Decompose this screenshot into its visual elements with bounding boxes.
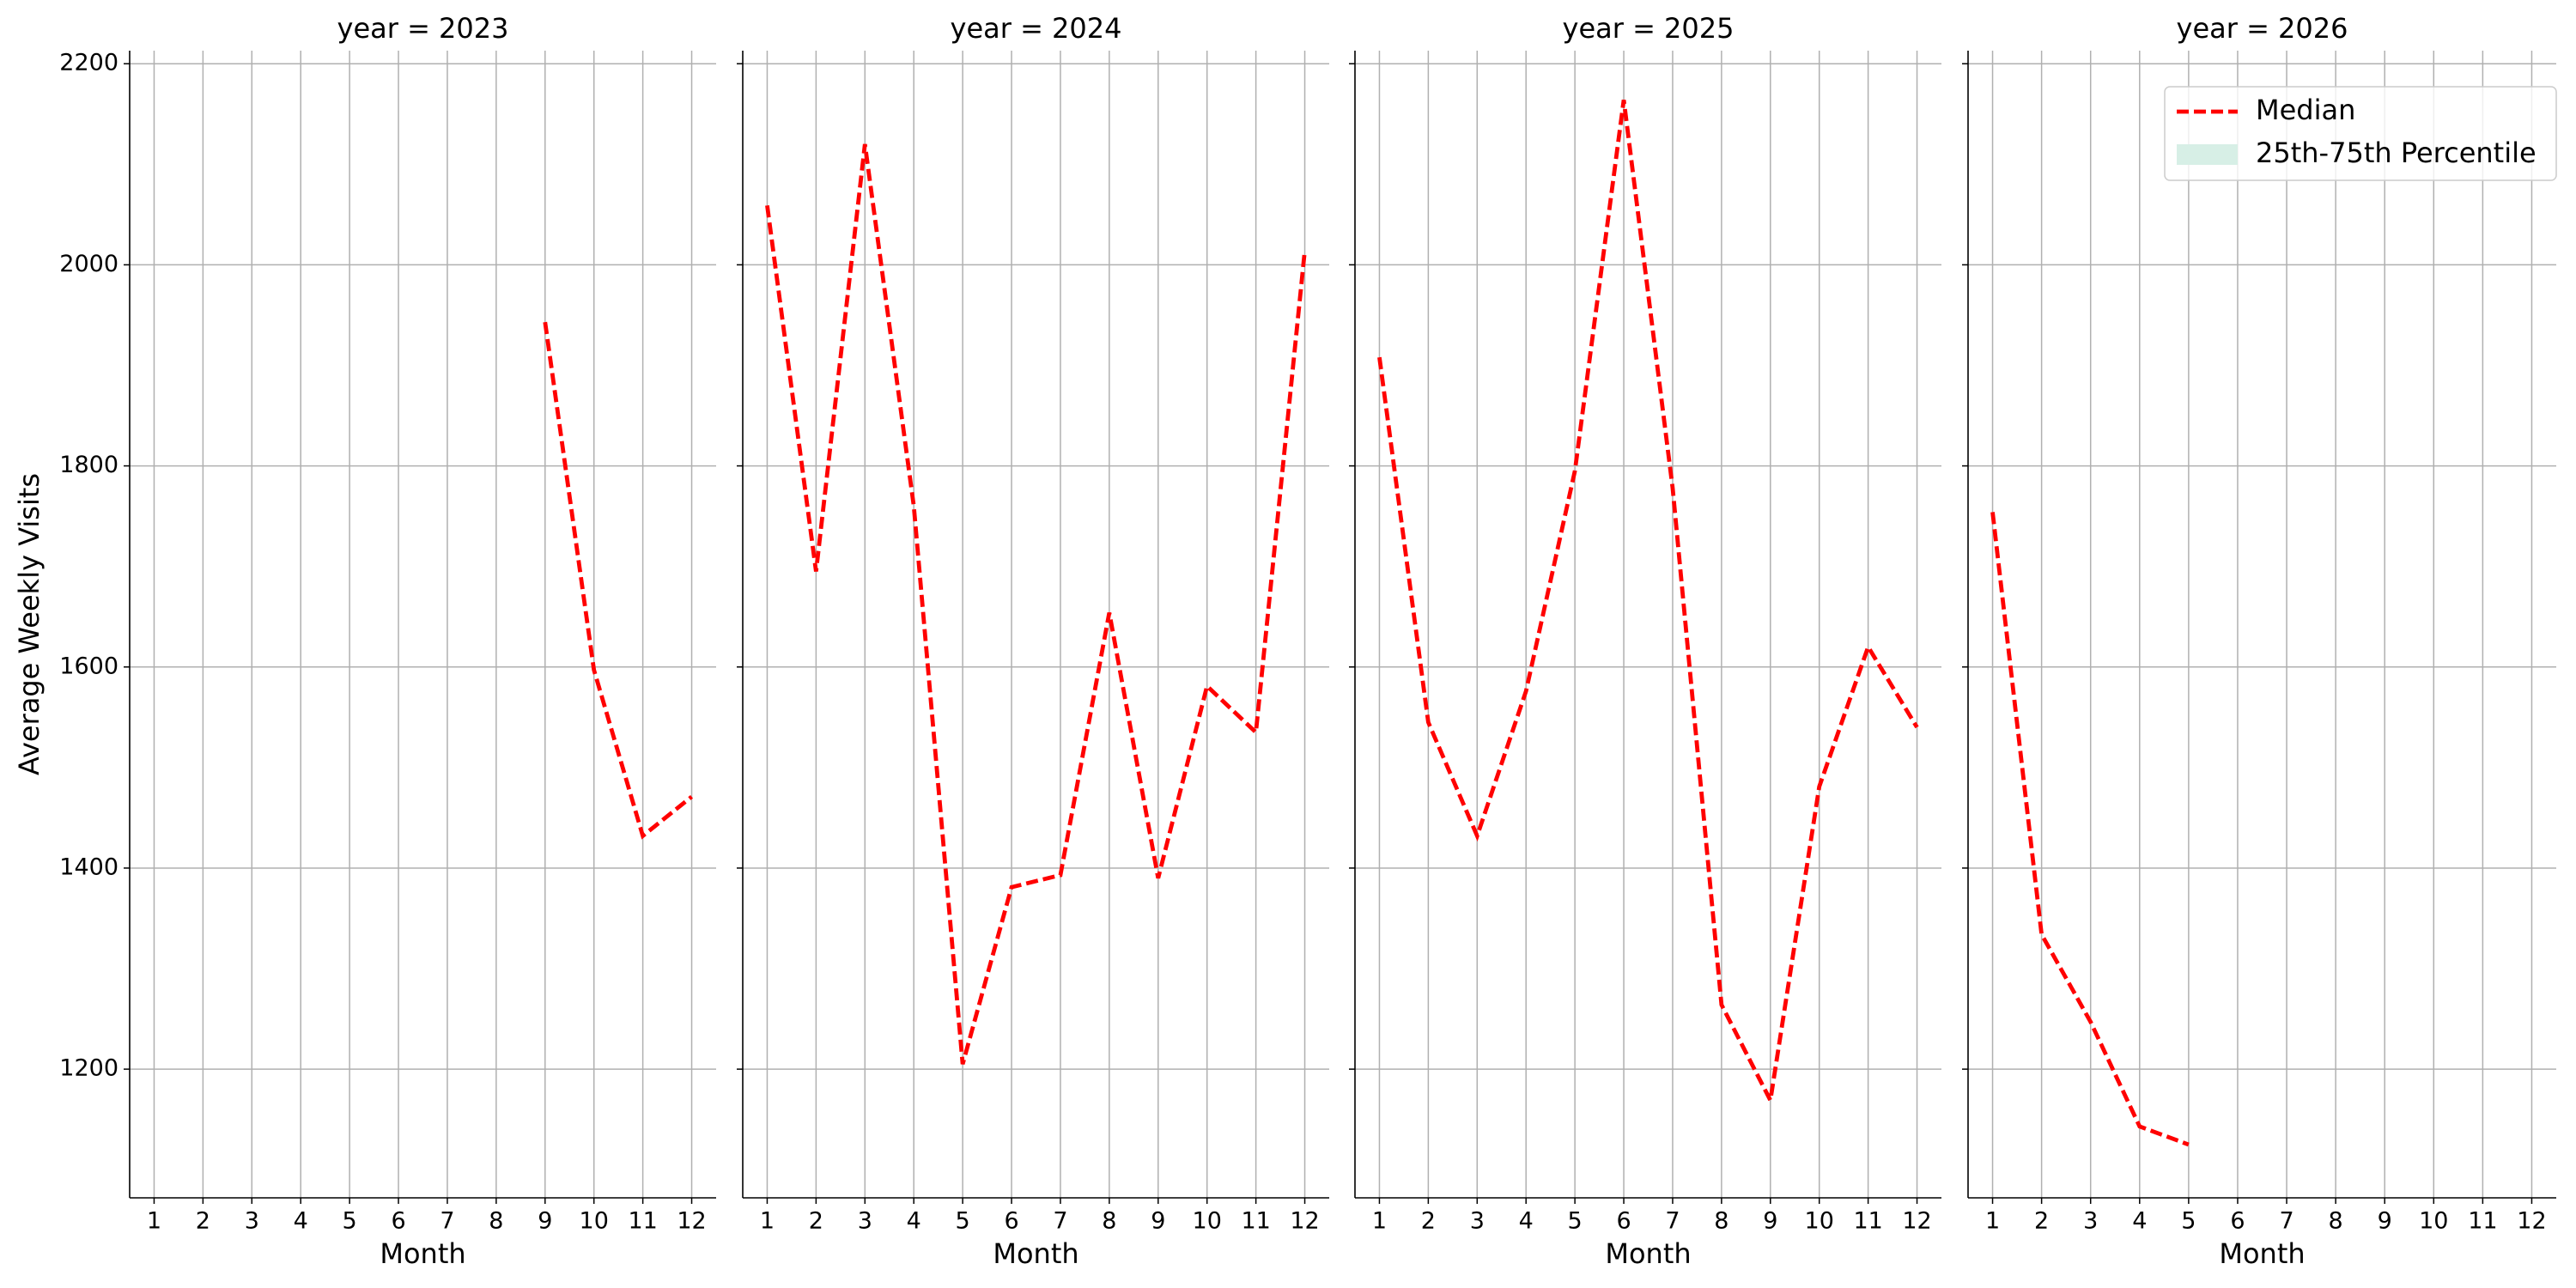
y-tick-label: 1400 [59, 854, 118, 880]
x-tick-label: 10 [2419, 1208, 2448, 1235]
panel-title: year = 2025 [1563, 12, 1735, 45]
x-tick-label: 4 [907, 1208, 921, 1235]
x-tick-label: 1 [1372, 1208, 1387, 1235]
x-tick-label: 5 [343, 1208, 357, 1235]
x-tick-label: 6 [391, 1208, 405, 1235]
x-tick-label: 4 [1519, 1208, 1534, 1235]
x-axis-label: Month [2219, 1237, 2305, 1270]
x-tick-label: 10 [1805, 1208, 1834, 1235]
median-line [1990, 512, 2190, 1147]
legend-label: Median [2256, 94, 2355, 126]
x-tick-label: 3 [245, 1208, 259, 1235]
x-tick-label: 6 [2230, 1208, 2245, 1235]
y-tick-label: 2000 [59, 251, 118, 277]
y-tick-label: 1600 [59, 653, 118, 679]
x-tick-label: 5 [956, 1208, 970, 1235]
x-tick-label: 3 [2083, 1208, 2098, 1235]
x-tick-label: 11 [2468, 1208, 2497, 1235]
x-tick-label: 7 [440, 1208, 454, 1235]
x-tick-label: 2 [196, 1208, 210, 1235]
x-tick-label: 8 [1714, 1208, 1728, 1235]
x-tick-label: 11 [628, 1208, 657, 1235]
x-tick-label: 12 [2517, 1208, 2546, 1235]
x-tick-label: 10 [1193, 1208, 1222, 1235]
y-tick-label: 2200 [59, 50, 118, 76]
x-tick-label: 11 [1853, 1208, 1882, 1235]
x-tick-label: 9 [1151, 1208, 1165, 1235]
legend-box [2164, 86, 2557, 181]
x-tick-label: 12 [677, 1208, 706, 1235]
x-tick-label: 9 [538, 1208, 552, 1235]
x-tick-label: 8 [1102, 1208, 1116, 1235]
x-tick-label: 8 [2329, 1208, 2343, 1235]
x-tick-label: 11 [1241, 1208, 1270, 1235]
x-tick-label: 4 [2132, 1208, 2147, 1235]
panel-title: year = 2026 [2177, 12, 2348, 45]
median-line [543, 321, 694, 840]
y-axis-label: Average Weekly Visits [13, 473, 46, 775]
x-tick-label: 5 [2181, 1208, 2196, 1235]
x-tick-label: 2 [2034, 1208, 2049, 1235]
x-tick-label: 2 [809, 1208, 823, 1235]
x-tick-label: 4 [294, 1208, 308, 1235]
x-axis-label: Month [380, 1237, 465, 1270]
x-tick-label: 1 [760, 1208, 775, 1235]
x-tick-label: 7 [2279, 1208, 2293, 1235]
x-tick-label: 9 [2378, 1208, 2392, 1235]
median-line [1377, 100, 1919, 1108]
panel-title: year = 2023 [337, 12, 509, 45]
x-axis-label: Month [993, 1237, 1078, 1270]
x-tick-label: 8 [489, 1208, 503, 1235]
x-tick-label: 1 [1985, 1208, 2000, 1235]
x-tick-label: 1 [147, 1208, 161, 1235]
x-axis-label: Month [1605, 1237, 1691, 1270]
x-tick-label: 9 [1763, 1208, 1777, 1235]
x-tick-label: 7 [1665, 1208, 1680, 1235]
x-tick-label: 6 [1616, 1208, 1631, 1235]
x-tick-label: 7 [1053, 1208, 1067, 1235]
x-tick-label: 12 [1902, 1208, 1931, 1235]
y-tick-label: 1200 [59, 1055, 118, 1082]
x-tick-label: 6 [1004, 1208, 1018, 1235]
legend-label: 25th-75th Percentile [2256, 137, 2537, 169]
x-tick-label: 10 [580, 1208, 609, 1235]
x-tick-label: 3 [858, 1208, 872, 1235]
panel-title: year = 2024 [951, 12, 1122, 45]
legend-patch [2177, 144, 2238, 165]
x-tick-label: 3 [1470, 1208, 1485, 1235]
x-tick-label: 12 [1290, 1208, 1319, 1235]
median-line [765, 143, 1307, 1065]
x-tick-label: 2 [1421, 1208, 1436, 1235]
x-tick-label: 5 [1568, 1208, 1583, 1235]
y-tick-label: 1800 [59, 452, 118, 478]
